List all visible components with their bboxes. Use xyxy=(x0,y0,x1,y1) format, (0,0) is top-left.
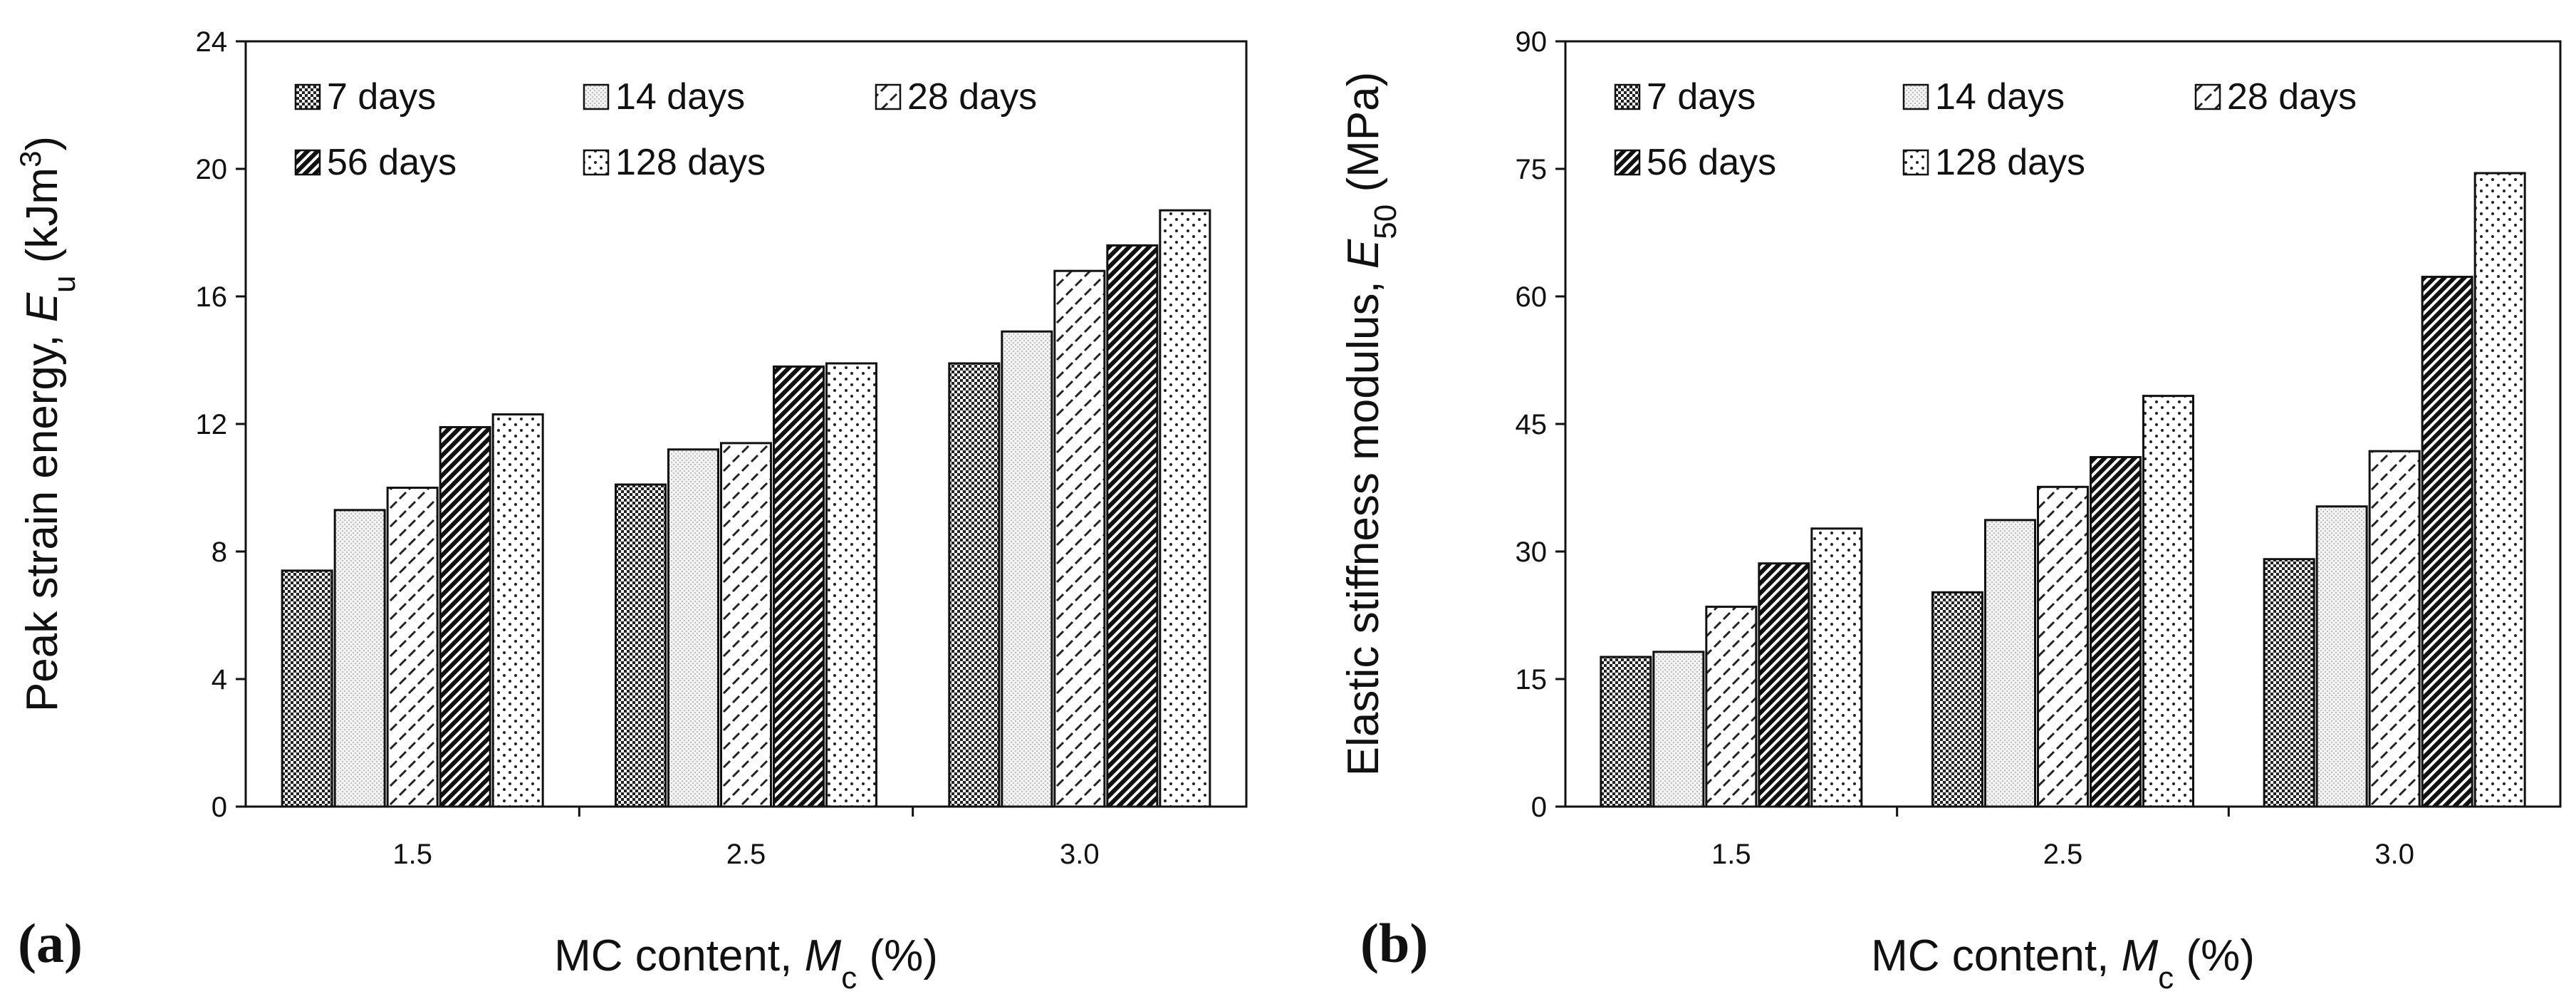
panel-b-legend-swatch xyxy=(1902,83,1929,110)
panel-a-bar-128-days-1.5 xyxy=(491,413,544,808)
panel-a-legend-label: 14 days xyxy=(615,76,745,118)
panel-b-x-axis-title: MC content, Mc (%) xyxy=(1871,931,2255,994)
panel-b-y-tick-label: 15 xyxy=(1516,664,1548,695)
panel-a-bar-56-days-2.5 xyxy=(773,365,825,808)
panel-a-bar-28-days-2.5 xyxy=(720,442,772,808)
panel-b-bar-7-days-2.5 xyxy=(1931,591,1983,808)
panel-b-bar-14-days-3.0 xyxy=(2315,505,2368,808)
panel-a-y-tick-label: 20 xyxy=(196,154,228,185)
panel-a-legend-swatch xyxy=(294,83,321,110)
panel-a-x-tick-label: 1.5 xyxy=(392,839,432,870)
panel-a-bar-56-days-3.0 xyxy=(1106,244,1159,808)
panel-b-bar-14-days-1.5 xyxy=(1652,651,1705,808)
panel-b-legend-swatch xyxy=(1614,149,1641,176)
panel-a-panel-label: (a) xyxy=(18,912,83,974)
panel-b-legend-label: 56 days xyxy=(1647,142,1776,183)
panel-a-legend-label: 28 days xyxy=(907,76,1037,118)
panel-a-bar-14-days-2.5 xyxy=(667,448,719,808)
panel-a-x-tick-label: 2.5 xyxy=(726,839,766,870)
panel-b-legend-label: 128 days xyxy=(1935,142,2085,183)
panel-b-legend-label: 28 days xyxy=(2227,76,2357,118)
panel-a-bar-7-days-2.5 xyxy=(615,483,667,808)
panel-b-x-tick-label: 1.5 xyxy=(1711,839,1751,870)
panel-a-bar-14-days-3.0 xyxy=(1001,330,1053,808)
panel-a-bar-7-days-3.0 xyxy=(948,362,1001,808)
panel-b-y-tick-label: 60 xyxy=(1516,281,1548,313)
panel-b-bar-28-days-1.5 xyxy=(1705,606,1758,808)
panel-b-legend-swatch xyxy=(2194,83,2221,110)
panel-a-bar-14-days-1.5 xyxy=(333,509,386,808)
panel-a-bar-28-days-3.0 xyxy=(1053,269,1106,808)
panel-b-bar-128-days-2.5 xyxy=(2142,395,2194,808)
panel-a-y-tick-label: 16 xyxy=(196,281,228,313)
panel-b-bar-128-days-1.5 xyxy=(1810,527,1863,808)
panel-b-bar-14-days-2.5 xyxy=(1984,519,2036,808)
panel-a-y-tick-label: 24 xyxy=(196,26,228,58)
panel-b-legend-label: 7 days xyxy=(1647,76,1756,118)
panel-a-chart: 0 4 8 12 16 20 24 1.5 2.5 3.0 7 days 14 days 28 days… xyxy=(14,26,1248,994)
panel-b-bar-7-days-1.5 xyxy=(1600,656,1652,808)
panel-a-legend-swatch xyxy=(294,149,321,176)
panel-a-y-tick-label: 8 xyxy=(212,537,227,568)
panel-b-bar-128-days-3.0 xyxy=(2473,172,2526,808)
panel-b-x-tick-label: 2.5 xyxy=(2043,839,2083,870)
panel-b-chart: 0 15 30 45 60 75 90 1.5 2.5 3.0 7 days 14 days 28 da… xyxy=(1339,26,2562,994)
panel-a-bar-128-days-2.5 xyxy=(825,362,877,808)
panel-a-legend-label: 128 days xyxy=(615,142,766,183)
panel-b-legend-label: 14 days xyxy=(1935,76,2065,118)
panel-b-bar-56-days-1.5 xyxy=(1758,562,1810,808)
panel-a-legend-swatch xyxy=(583,83,610,110)
panel-b-y-tick-label: 30 xyxy=(1516,537,1548,568)
panel-b-y-tick-label: 45 xyxy=(1516,409,1548,440)
panel-b-x-tick-label: 3.0 xyxy=(2374,839,2414,870)
panel-b-bar-28-days-3.0 xyxy=(2368,450,2421,808)
panel-b-bar-28-days-2.5 xyxy=(2037,485,2089,808)
panel-a-bar-7-days-1.5 xyxy=(281,569,333,808)
panel-a-x-tick-label: 3.0 xyxy=(1060,839,1100,870)
panel-a-legend-swatch xyxy=(583,149,610,176)
panel-a-y-axis-title: Peak strain energy, Eu (kJm3) xyxy=(14,136,82,712)
panel-b-panel-label: (b) xyxy=(1360,912,1428,974)
panel-a-x-axis-title: MC content, Mc (%) xyxy=(554,931,938,994)
panel-a-y-tick-label: 12 xyxy=(196,409,228,440)
panel-b-bar-56-days-3.0 xyxy=(2421,276,2473,808)
panel-a-legend-label: 56 days xyxy=(327,142,457,183)
panel-b-legend-swatch xyxy=(1902,149,1929,176)
panel-b-legend-swatch xyxy=(1614,83,1641,110)
panel-a-y-tick-label: 0 xyxy=(212,792,227,823)
panel-a-bar-28-days-1.5 xyxy=(386,487,439,808)
panel-a-legend-label: 7 days xyxy=(327,76,436,118)
panel-a-bar-128-days-3.0 xyxy=(1159,209,1211,808)
panel-b-bar-7-days-3.0 xyxy=(2263,558,2315,808)
panel-a-y-tick-label: 4 xyxy=(212,664,227,695)
panel-b-y-axis-title: Elastic stiffness modulus, E50 (MPa) xyxy=(1339,72,1403,776)
panel-b-y-tick-label: 90 xyxy=(1516,26,1548,58)
panel-b-y-tick-label: 75 xyxy=(1516,154,1548,185)
panel-b-bar-56-days-2.5 xyxy=(2090,456,2142,808)
panel-a-legend-swatch xyxy=(875,83,902,110)
panel-b-y-tick-label: 0 xyxy=(1531,792,1547,823)
panel-a-bar-56-days-1.5 xyxy=(439,425,491,808)
